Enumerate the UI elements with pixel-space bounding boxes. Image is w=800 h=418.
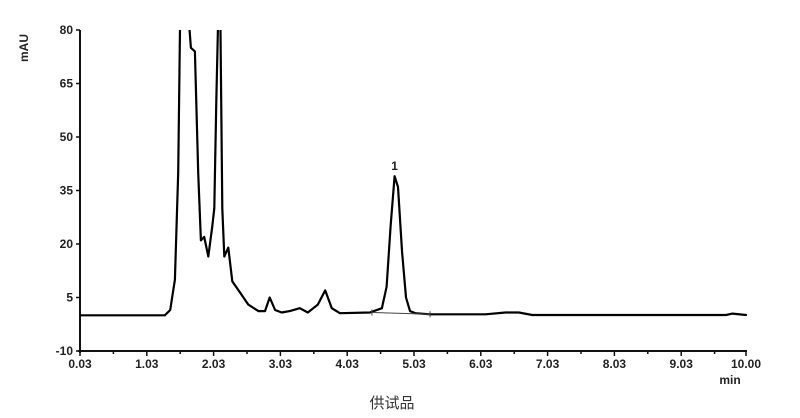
x-tick-label: 7.03 xyxy=(536,357,560,371)
y-tick-label: 65 xyxy=(60,77,74,91)
y-tick-label: 20 xyxy=(60,237,74,251)
integration-baseline xyxy=(371,311,431,315)
y-tick-label: 35 xyxy=(60,184,74,198)
x-tick-label: 6.03 xyxy=(469,357,493,371)
peak-label: 1 xyxy=(391,159,398,173)
x-tick-label: 4.03 xyxy=(336,357,360,371)
y-axis: 80 65 50 35 20 5 -10 xyxy=(56,23,81,358)
chromatogram-trace xyxy=(80,30,748,317)
chart-caption: 供试品 xyxy=(369,394,414,412)
x-tick-label: 10.00 xyxy=(731,357,761,371)
x-tick-label: 2.03 xyxy=(202,357,226,371)
x-tick-label: 0.03 xyxy=(68,357,92,371)
x-tick-label: 1.03 xyxy=(135,357,159,371)
x-axis: 0.03 1.03 2.03 3.03 4.03 5.03 6.03 7.03 8.03 9.03… xyxy=(68,350,761,371)
y-tick-label: 5 xyxy=(66,291,73,305)
y-tick-label: 50 xyxy=(60,130,74,144)
y-tick-label: -10 xyxy=(56,344,74,358)
x-axis-label: min xyxy=(719,373,740,387)
y-axis-label: mAU xyxy=(17,34,31,62)
x-tick-label: 8.03 xyxy=(603,357,627,371)
x-tick-label: 3.03 xyxy=(269,357,293,371)
x-tick-label: 5.03 xyxy=(402,357,426,371)
y-tick-label: 80 xyxy=(60,23,74,37)
x-tick-label: 9.03 xyxy=(670,357,694,371)
